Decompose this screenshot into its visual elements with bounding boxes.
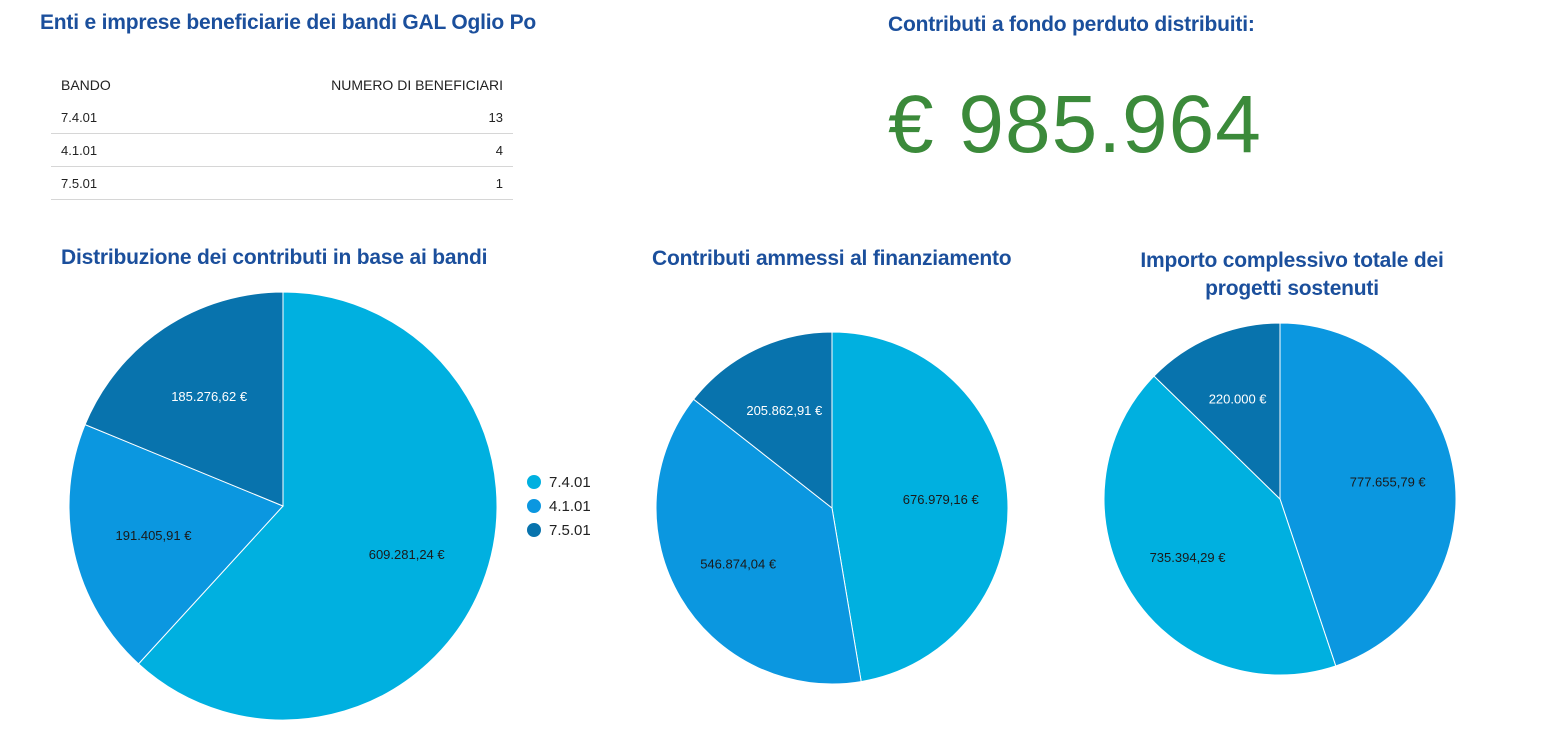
legend-swatch-icon [527,499,541,513]
pie-data-label: 609.281,24 € [369,547,446,562]
cell-beneficiari: 1 [174,166,513,200]
beneficiaries-table: BANDO NUMERO DI BENEFICIARI 7.4.01 13 4.… [51,68,513,200]
table-row: 7.4.01 13 [51,101,513,134]
chart-legend: 7.4.01 4.1.01 7.5.01 [527,470,591,542]
pie-slice-4-1-01[interactable] [1279,322,1457,667]
table-header-row: BANDO NUMERO DI BENEFICIARI [51,68,513,101]
legend-swatch-icon [527,523,541,537]
pie-chart-distribuzione: 609.281,24 € 191.405,91 € 185.276,62 € [68,291,498,721]
pie-slice-7-5-01[interactable] [692,331,833,510]
cell-bando: 4.1.01 [51,133,175,167]
pie-data-label: 191.405,91 € [116,528,193,543]
cell-bando: 7.4.01 [51,101,175,134]
pie-chart-contributi-ammessi: 676.979,16 € 546.874,04 € 205.862,91 € [655,331,1009,685]
legend-item-7-4-01[interactable]: 7.4.01 [527,470,591,494]
cell-beneficiari: 4 [174,133,513,167]
legend-item-4-1-01[interactable]: 4.1.01 [527,494,591,518]
pie-slice-7-4-01[interactable] [831,331,1009,683]
legend-label: 4.1.01 [549,497,591,515]
pie-slice-7-5-01[interactable] [84,291,284,507]
pie-chart-importo-complessivo: 777.655,79 € 735.394,29 € 220.000 € [1103,322,1457,676]
pie-data-label: 220.000 € [1209,391,1268,406]
pie3-title: Importo complessivo totale dei progetti … [1140,249,1444,300]
cell-bando: 7.5.01 [51,166,175,200]
pie-data-label: 777.655,79 € [1350,474,1427,489]
legend-item-7-5-01[interactable]: 7.5.01 [527,518,591,542]
pie-data-label: 735.394,29 € [1150,550,1227,565]
total-value: € 985.964 [888,79,1262,170]
table-row: 4.1.01 4 [51,133,513,167]
pie-data-label: 205.862,91 € [746,403,823,418]
pie-slice-7-4-01[interactable] [1103,375,1337,676]
pie-data-label: 676.979,16 € [903,492,980,507]
pie-data-label: 185.276,62 € [171,389,248,404]
pie1-title: Distribuzione dei contributi in base ai … [61,246,488,269]
legend-label: 7.5.01 [549,521,591,539]
pie-slice-7-5-01[interactable] [1153,322,1281,501]
pie-data-label: 546.874,04 € [700,557,777,572]
column-header-beneficiari[interactable]: NUMERO DI BENEFICIARI [331,76,503,93]
pie-slice-7-4-01[interactable] [137,291,498,721]
legend-label: 7.4.01 [549,473,591,491]
total-title: Contributi a fondo perduto distribuiti: [888,13,1255,36]
pie2-title: Contributi ammessi al finanziamento [652,247,1012,270]
table-row: 7.5.01 1 [51,166,513,200]
column-header-bando[interactable]: BANDO [61,76,111,93]
table-title: Enti e imprese beneficiarie dei bandi GA… [40,11,537,34]
legend-swatch-icon [527,475,541,489]
cell-beneficiari: 13 [174,101,513,134]
pie-slice-4-1-01[interactable] [655,398,862,685]
